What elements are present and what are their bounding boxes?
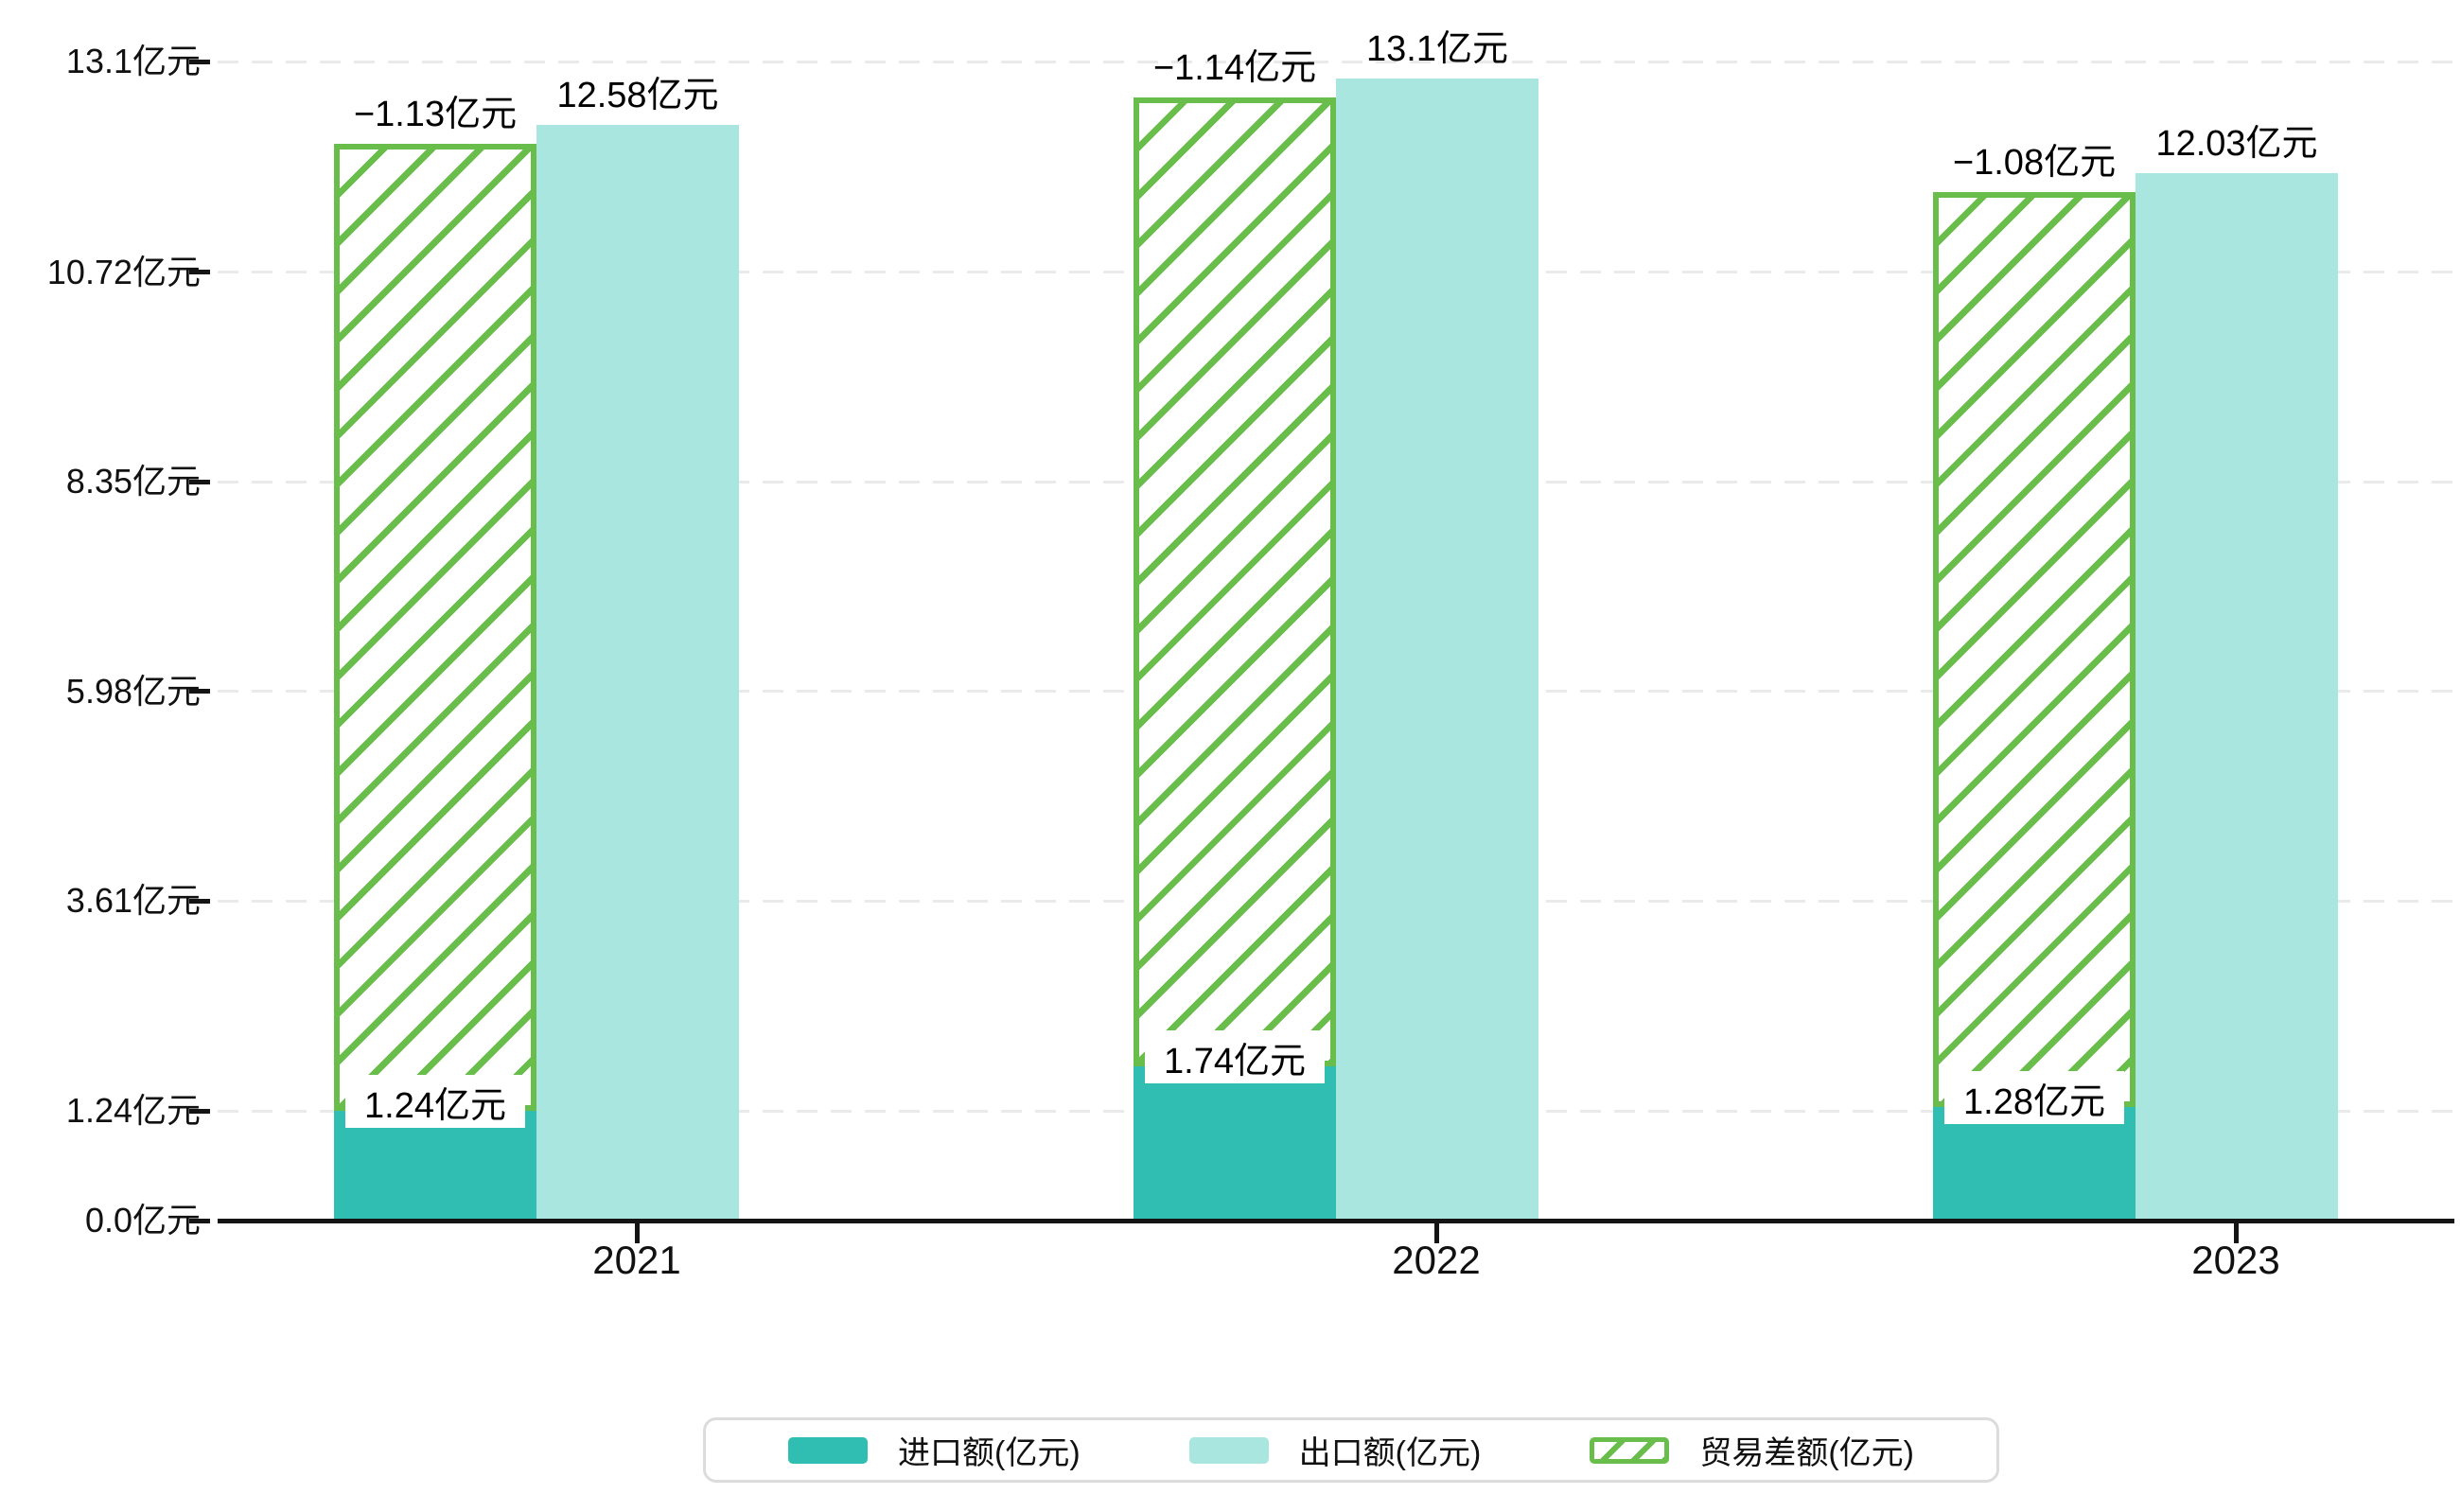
data-label-balance-2022: −1.14亿元 [1152,48,1317,89]
x-axis-label-2022: 2022 [1392,1238,1481,1282]
bar-import-2021[interactable] [334,1111,536,1221]
y-axis-tick-label: 1.24亿元 [65,1091,201,1131]
grid-line [218,60,2454,63]
x-axis-tick-mark [635,1221,640,1243]
bar-trade-balance-2021[interactable] [334,143,536,1112]
x-axis-tick-mark [1434,1221,1439,1243]
y-axis-tick-mark [189,1218,210,1223]
data-label-export-2021: 12.58亿元 [556,75,719,115]
legend-label: 进口额(亿元) [898,1435,1081,1471]
bar-export-2021[interactable] [536,124,739,1221]
y-axis-tick-mark [189,59,210,64]
legend-swatch-icon [788,1436,869,1464]
data-label-export-2022: 13.1亿元 [1366,29,1508,70]
data-label-import-2023: 1.28亿元 [1944,1071,2124,1125]
legend-item-import[interactable]: 进口额(亿元) [788,1427,1081,1473]
y-axis-tick-label: 10.72亿元 [46,252,201,291]
x-axis-line [218,1218,2454,1223]
y-axis-tick-mark [189,1108,210,1114]
data-label-import-2021: 1.24亿元 [345,1075,525,1129]
data-label-export-2023: 12.03亿元 [2155,124,2318,165]
legend-label: 贸易差额(亿元) [1699,1435,1914,1471]
y-axis-tick-mark [189,479,210,484]
legend-item-export[interactable]: 出口额(亿元) [1188,1427,1482,1473]
y-axis-tick-mark [189,689,210,694]
bar-export-2023[interactable] [2136,173,2338,1221]
data-label-balance-2023: −1.08亿元 [1952,143,2117,184]
x-axis-tick-mark [2234,1221,2239,1243]
legend-hatch-swatch-icon [1590,1436,1670,1464]
legend-swatch-icon [1188,1436,1269,1464]
data-label-import-2022: 1.74亿元 [1145,1030,1325,1084]
bar-trade-balance-2023[interactable] [1933,192,2136,1108]
legend-item-trade-balance[interactable]: 贸易差额(亿元) [1590,1427,1914,1473]
data-label-balance-2021: −1.13亿元 [353,94,518,134]
y-axis-tick-label: 5.98亿元 [65,671,201,711]
bar-trade-balance-2022[interactable] [1134,97,1336,1067]
y-axis-tick-label: 8.35亿元 [65,462,201,501]
legend-label: 出口额(亿元) [1298,1435,1482,1471]
y-axis-tick-label: 3.61亿元 [65,881,201,921]
y-axis-tick-label: 13.1亿元 [65,42,201,81]
x-axis-label-2021: 2021 [592,1238,681,1282]
y-axis-tick-mark [189,270,210,275]
x-axis-label-2023: 2023 [2191,1238,2280,1282]
bar-import-2022[interactable] [1134,1066,1336,1221]
legend: 进口额(亿元) 出口额(亿元) 贸易差额(亿元) [703,1417,1999,1483]
bar-export-2022[interactable] [1336,79,1538,1221]
bar-import-2023[interactable] [1933,1107,2136,1221]
y-axis-tick-label: 0.0亿元 [84,1201,201,1239]
y-axis-tick-mark [189,898,210,904]
